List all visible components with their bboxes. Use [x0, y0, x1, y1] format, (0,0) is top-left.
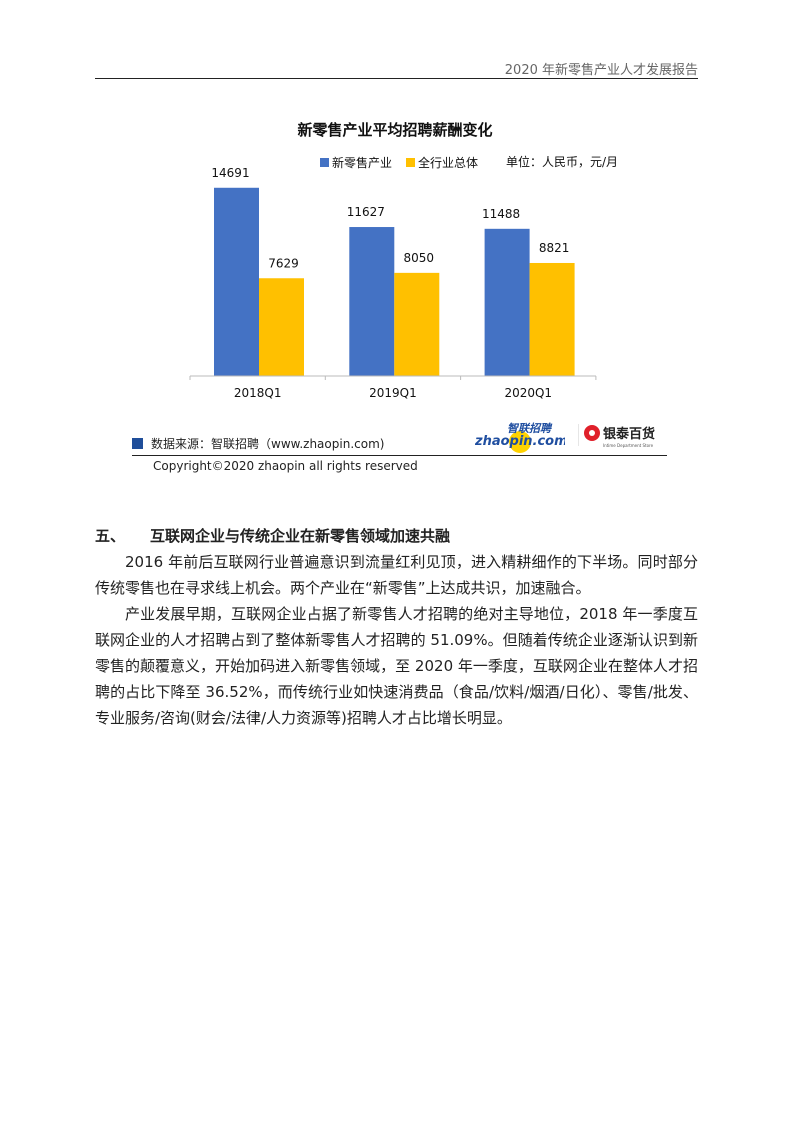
legend-label-retail: 新零售产业	[332, 155, 392, 170]
bar-2018Q1-1	[259, 278, 304, 376]
yintai-logo: 银泰百货 Intime Department Store	[578, 424, 655, 448]
x-tick-label: 2018Q1	[234, 386, 282, 400]
x-tick-label: 2019Q1	[369, 386, 417, 400]
header-divider	[95, 78, 698, 79]
data-label: 14691	[211, 166, 249, 180]
header-title: 2020 年新零售产业人才发展报告	[504, 63, 698, 78]
data-label: 11627	[347, 205, 385, 219]
svg-text:zhaopin.com: zhaopin.com	[475, 434, 565, 449]
section-heading: 五、 互联网企业与传统企业在新零售领域加速共融	[95, 525, 698, 546]
svg-text:Intime Department Store: Intime Department Store	[603, 443, 654, 448]
data-label: 8821	[539, 241, 570, 255]
paragraph: 产业发展早期，互联网企业占据了新零售人才招聘的绝对主导地位，2018 年一季度互…	[95, 605, 698, 727]
source-divider	[132, 455, 667, 456]
body-text: 2016 年前后互联网行业普遍意识到流量红利见顶，进入精耕细作的下半场。同时部分…	[95, 549, 698, 731]
svg-text:银泰百货: 银泰百货	[603, 426, 655, 442]
bar-2020Q1-0	[484, 228, 530, 376]
data-source: 数据来源：智联招聘（www.zhaopin.com)	[132, 435, 384, 452]
paragraph: 2016 年前后互联网行业普遍意识到流量红利见顶，进入精耕细作的下半场。同时部分…	[95, 553, 698, 597]
copyright: Copyright©2020 zhaopin all rights reserv…	[153, 459, 418, 473]
data-label: 7629	[268, 256, 299, 270]
legend-label-all: 全行业总体	[418, 155, 478, 170]
data-label: 11488	[482, 207, 520, 221]
section-number: 五、	[95, 527, 126, 545]
legend: 新零售产业 全行业总体 单位：人民币，元/月	[320, 154, 618, 170]
bar-2019Q1-0	[349, 227, 395, 376]
chart-title: 新零售产业平均招聘薪酬变化	[297, 121, 492, 139]
unit-note: 单位：人民币，元/月	[506, 154, 618, 169]
section-title: 互联网企业与传统企业在新零售领域加速共融	[150, 527, 451, 545]
x-tick-label: 2020Q1	[504, 386, 552, 400]
bar-2018Q1-0	[214, 187, 259, 376]
salary-bar-chart: 新零售产业平均招聘薪酬变化 新零售产业 全行业总体 单位：人民币，元/月 146…	[189, 121, 618, 400]
zhaopin-logo: 智联招聘 zhaopin.com	[475, 422, 565, 453]
bar-2019Q1-1	[394, 272, 440, 376]
source-marker-icon	[132, 438, 143, 449]
bar-2020Q1-1	[529, 262, 575, 376]
svg-text:智联招聘: 智联招聘	[507, 422, 553, 435]
legend-swatch-all	[406, 158, 415, 167]
source-text: 数据来源：智联招聘（www.zhaopin.com)	[151, 437, 385, 451]
data-label: 8050	[404, 251, 435, 265]
legend-swatch-retail	[320, 158, 329, 167]
